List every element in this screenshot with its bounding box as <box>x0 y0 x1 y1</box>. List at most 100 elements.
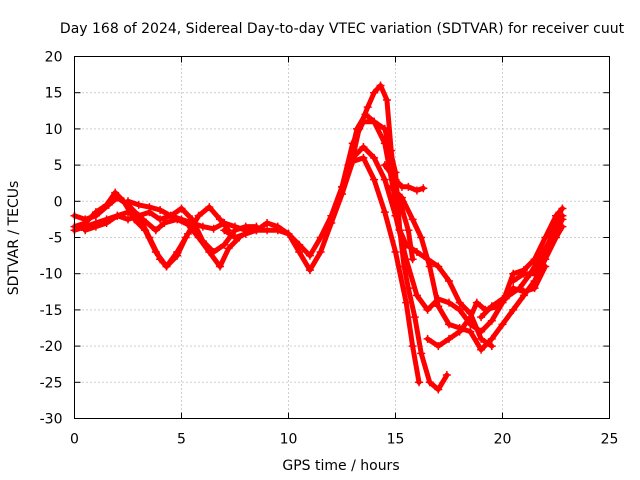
data-point-marker <box>419 184 428 193</box>
data-point-marker <box>198 222 207 231</box>
data-point-marker <box>434 262 443 271</box>
data-point-marker <box>519 287 528 296</box>
data-point-marker <box>408 255 417 264</box>
data-point-marker <box>417 349 426 358</box>
x-axis-label: GPS time / hours <box>282 458 399 474</box>
data-point-marker <box>434 342 443 351</box>
data-point-marker <box>273 226 282 235</box>
data-point-marker <box>188 219 197 228</box>
data-point-marker <box>151 226 160 235</box>
series-satellite-track-14 <box>509 211 567 285</box>
data-point-marker <box>404 182 413 191</box>
y-tick-label: 10 <box>45 122 63 138</box>
data-point-marker <box>162 262 171 271</box>
data-point-marker <box>295 247 304 256</box>
data-point-marker <box>425 378 434 387</box>
data-point-marker <box>380 161 389 170</box>
data-point-marker <box>455 305 464 314</box>
data-point-marker <box>425 262 434 271</box>
y-tick-label: -30 <box>40 412 63 428</box>
data-point-marker <box>415 378 424 387</box>
data-point-marker <box>263 226 272 235</box>
data-point-marker <box>487 342 496 351</box>
data-point-marker <box>387 146 396 155</box>
data-point-marker <box>252 226 261 235</box>
data-point-marker <box>194 233 203 242</box>
x-tick-labels: 0 5 10 15 20 25 <box>70 432 618 448</box>
data-point-marker <box>355 124 364 133</box>
data-point-marker <box>81 226 90 235</box>
data-point-marker <box>442 371 451 380</box>
data-point-marker <box>487 302 496 311</box>
series-line <box>510 213 565 284</box>
data-point-marker <box>241 229 250 238</box>
data-point-marker <box>173 251 182 260</box>
data-point-marker <box>408 215 417 224</box>
data-point-marker <box>177 215 186 224</box>
data-point-marker <box>216 262 225 271</box>
data-point-marker <box>181 233 190 242</box>
data-point-marker <box>380 208 389 217</box>
data-point-marker <box>477 334 486 343</box>
data-point-marker <box>455 298 464 307</box>
data-point-marker <box>220 240 229 249</box>
data-series <box>70 81 567 394</box>
data-point-marker <box>412 186 421 195</box>
data-point-marker <box>370 117 379 126</box>
data-point-marker <box>445 276 453 285</box>
data-point-marker <box>395 226 404 235</box>
data-point-marker <box>455 327 464 336</box>
data-point-marker <box>359 143 368 151</box>
data-point-marker <box>305 266 314 275</box>
y-tick-label: -5 <box>49 231 63 247</box>
data-point-marker <box>284 229 293 238</box>
data-point-marker <box>305 251 314 260</box>
data-point-marker <box>417 233 426 242</box>
data-point-marker <box>231 222 239 231</box>
y-tick-label: 15 <box>45 86 63 102</box>
data-point-marker <box>397 193 406 202</box>
data-point-marker <box>445 298 453 307</box>
data-point-marker <box>466 313 475 322</box>
data-point-marker <box>316 247 325 256</box>
data-point-marker <box>160 219 169 228</box>
x-tick-label: 5 <box>177 432 186 448</box>
data-point-marker <box>487 334 496 343</box>
data-point-marker <box>91 208 100 217</box>
data-point-marker <box>445 320 453 329</box>
data-point-marker <box>220 226 229 235</box>
y-tick-label: -20 <box>40 339 63 355</box>
data-point-marker <box>404 226 413 235</box>
y-tick-label: -25 <box>40 375 63 391</box>
series-satellite-track-4 <box>81 208 244 271</box>
series-satellite-track-6 <box>220 153 424 387</box>
x-tick-label: 0 <box>70 432 79 448</box>
data-point-marker <box>382 95 391 104</box>
data-point-marker <box>205 247 214 256</box>
y-tick-labels: -30 -25 -20 -15 -10 -5 0 5 10 15 20 <box>40 50 63 428</box>
axis-ticks <box>74 56 610 419</box>
series-satellite-track-9 <box>348 81 417 264</box>
data-point-marker <box>263 219 272 228</box>
data-point-marker <box>530 269 539 278</box>
data-point-marker <box>113 211 122 220</box>
data-point-marker <box>445 334 453 343</box>
data-point-marker <box>209 224 218 233</box>
data-point-marker <box>370 88 379 97</box>
y-axis-label: SDTVAR / TECUs <box>6 181 22 296</box>
data-point-marker <box>231 233 239 242</box>
data-point-marker <box>558 211 567 220</box>
data-point-marker <box>519 269 528 278</box>
data-point-marker <box>472 298 481 307</box>
data-point-marker <box>166 211 175 220</box>
data-point-marker <box>370 175 379 184</box>
data-point-marker <box>91 222 100 231</box>
data-point-marker <box>216 215 225 224</box>
data-point-marker <box>124 208 132 217</box>
data-point-marker <box>552 219 560 228</box>
data-point-marker <box>541 262 550 271</box>
y-tick-label: -15 <box>40 303 63 319</box>
data-point-marker <box>220 219 229 228</box>
data-point-marker <box>498 320 507 329</box>
data-point-marker <box>348 153 357 162</box>
